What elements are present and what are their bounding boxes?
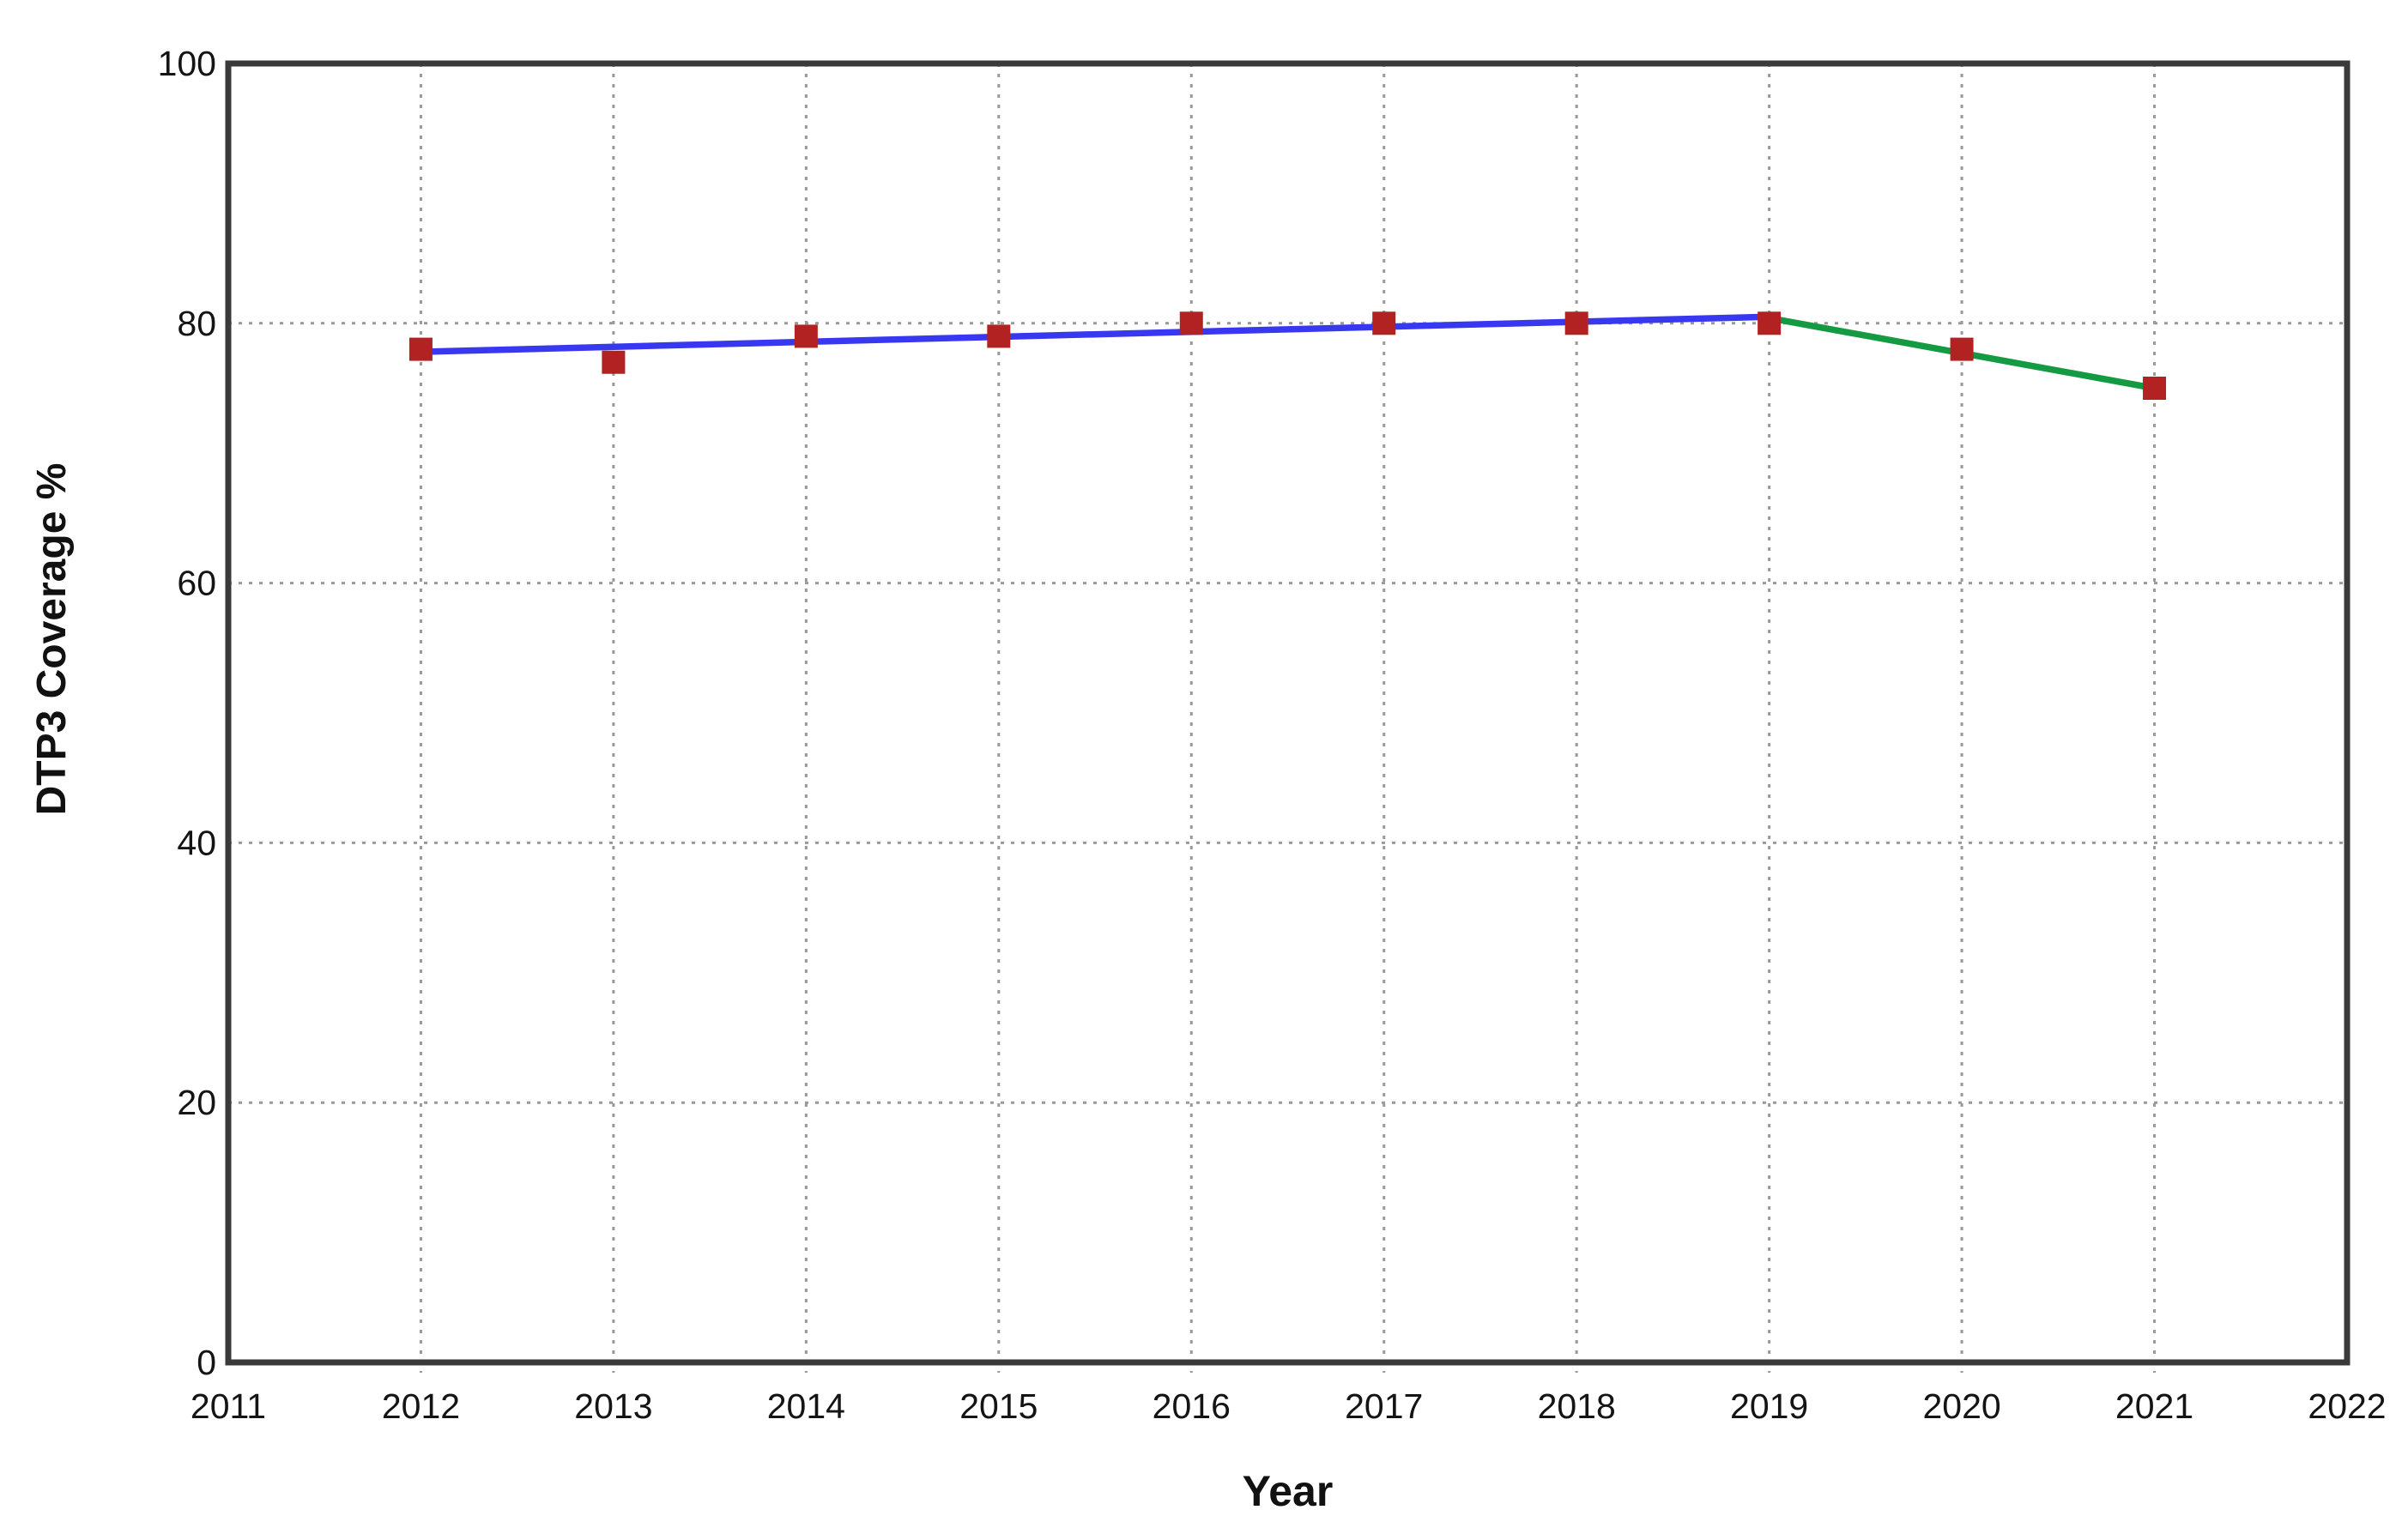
data-point-2016 bbox=[1179, 311, 1203, 335]
x-tick-label-2011: 2011 bbox=[191, 1386, 266, 1426]
data-point-markers bbox=[408, 311, 2167, 400]
x-tick-label-2018: 2018 bbox=[1538, 1386, 1616, 1426]
x-axis-title: Year bbox=[1243, 1467, 1334, 1515]
gridlines bbox=[228, 63, 2347, 1373]
x-tick-label-2016: 2016 bbox=[1153, 1386, 1231, 1426]
trend-line-2012-2019 bbox=[417, 313, 1773, 355]
x-tick-label-2013: 2013 bbox=[574, 1386, 652, 1426]
x-tick-label-2021: 2021 bbox=[2115, 1386, 2193, 1426]
y-tick-label-40: 40 bbox=[177, 823, 216, 862]
data-point-2021 bbox=[2143, 377, 2167, 400]
x-tick-label-2014: 2014 bbox=[767, 1386, 845, 1426]
data-point-2013 bbox=[602, 350, 626, 374]
data-point-2012 bbox=[408, 337, 433, 361]
x-tick-label-2012: 2012 bbox=[382, 1386, 460, 1426]
data-point-2019 bbox=[1758, 311, 1782, 335]
data-point-2017 bbox=[1372, 311, 1396, 335]
x-tick-label-2022: 2022 bbox=[2308, 1386, 2386, 1426]
plot-frame bbox=[225, 60, 2351, 1366]
data-point-2020 bbox=[1950, 337, 1974, 361]
y-tick-label-60: 60 bbox=[177, 564, 216, 603]
x-tick-label-2020: 2020 bbox=[1922, 1386, 2000, 1426]
y-tick-label-80: 80 bbox=[177, 304, 216, 343]
x-tick-label-2017: 2017 bbox=[1345, 1386, 1423, 1426]
y-tick-label-100: 100 bbox=[158, 44, 216, 83]
y-axis-title: DTP3 Coverage % bbox=[29, 463, 75, 816]
data-point-2018 bbox=[1564, 311, 1588, 335]
series-lines bbox=[417, 313, 2158, 392]
x-tick-label-2019: 2019 bbox=[1730, 1386, 1808, 1426]
y-axis-tick-labels: 0 20 40 60 80 100 bbox=[158, 44, 216, 1382]
data-point-2015 bbox=[987, 324, 1011, 348]
y-tick-label-20: 20 bbox=[177, 1083, 216, 1122]
x-tick-label-2015: 2015 bbox=[959, 1386, 1038, 1426]
x-axis-tick-labels: 2011 2012 2013 2014 2015 2016 2017 2018 2019 2020… bbox=[191, 1386, 2387, 1426]
y-tick-label-0: 0 bbox=[197, 1343, 216, 1382]
data-point-2014 bbox=[794, 324, 818, 348]
